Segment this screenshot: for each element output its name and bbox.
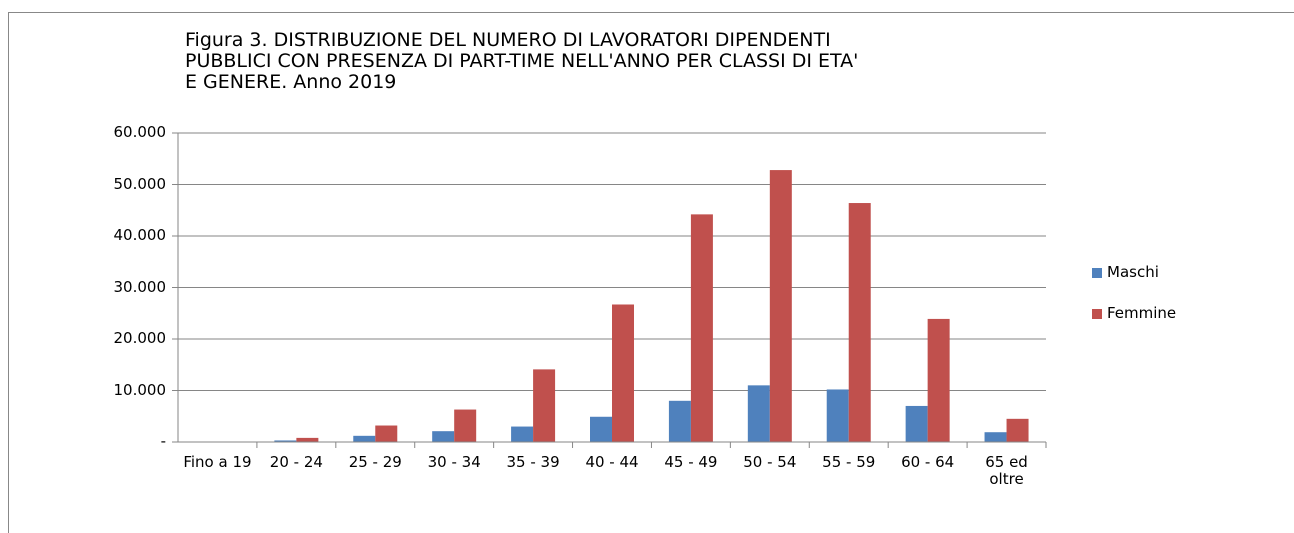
x-tick-label: 65 ed oltre bbox=[985, 453, 1028, 488]
bar bbox=[612, 304, 634, 442]
bar bbox=[690, 214, 713, 442]
bar bbox=[590, 416, 612, 442]
chart-title: E GENERE. Anno 2019 bbox=[185, 71, 397, 93]
legend-label: Femmine bbox=[1107, 304, 1177, 322]
y-tick-label: 10.000 bbox=[113, 380, 167, 399]
x-tick-label: 60 - 64 bbox=[901, 453, 955, 471]
x-tick-label: 45 - 49 bbox=[664, 453, 718, 471]
y-tick-label: 50.000 bbox=[113, 174, 167, 193]
bar bbox=[533, 369, 556, 442]
bar bbox=[927, 318, 950, 442]
bar bbox=[1006, 418, 1029, 442]
bar bbox=[984, 432, 1007, 442]
bar bbox=[769, 170, 792, 442]
x-tick-label: 30 - 34 bbox=[427, 453, 481, 471]
x-tick-label: 40 - 44 bbox=[585, 453, 639, 471]
bar bbox=[848, 203, 871, 442]
y-tick-label: 40.000 bbox=[113, 226, 167, 244]
bar bbox=[905, 405, 928, 442]
x-tick-label: Fino a 19 bbox=[183, 453, 252, 471]
y-tick-label: 30.000 bbox=[113, 277, 167, 296]
bar bbox=[454, 409, 477, 442]
frame bbox=[8, 12, 1294, 533]
bar bbox=[826, 389, 849, 442]
y-tick-label: 20.000 bbox=[113, 329, 167, 347]
bar bbox=[296, 437, 319, 442]
bar bbox=[375, 425, 398, 442]
x-tick-label: 25 - 29 bbox=[348, 453, 402, 471]
x-tick-label: 20 - 24 bbox=[269, 453, 323, 471]
legend-swatch bbox=[1092, 309, 1102, 319]
legend-label: Maschi bbox=[1107, 263, 1159, 281]
bar bbox=[274, 440, 297, 442]
chart-title: PUBBLICI CON PRESENZA DI PART-TIME NELL'… bbox=[185, 50, 859, 72]
bar bbox=[432, 431, 455, 442]
chart-title: Figura 3. DISTRIBUZIONE DEL NUMERO DI LA… bbox=[185, 29, 831, 51]
bar bbox=[668, 400, 691, 442]
y-tick-label: 60.000 bbox=[113, 123, 167, 141]
legend-swatch bbox=[1092, 268, 1102, 278]
y-tick-label: - bbox=[160, 432, 166, 450]
bar bbox=[747, 385, 770, 442]
x-tick-label: 35 - 39 bbox=[506, 453, 560, 471]
bar bbox=[511, 426, 534, 442]
x-tick-label: 50 - 54 bbox=[743, 453, 797, 471]
bar bbox=[353, 435, 376, 442]
x-tick-label: 55 - 59 bbox=[822, 453, 876, 471]
